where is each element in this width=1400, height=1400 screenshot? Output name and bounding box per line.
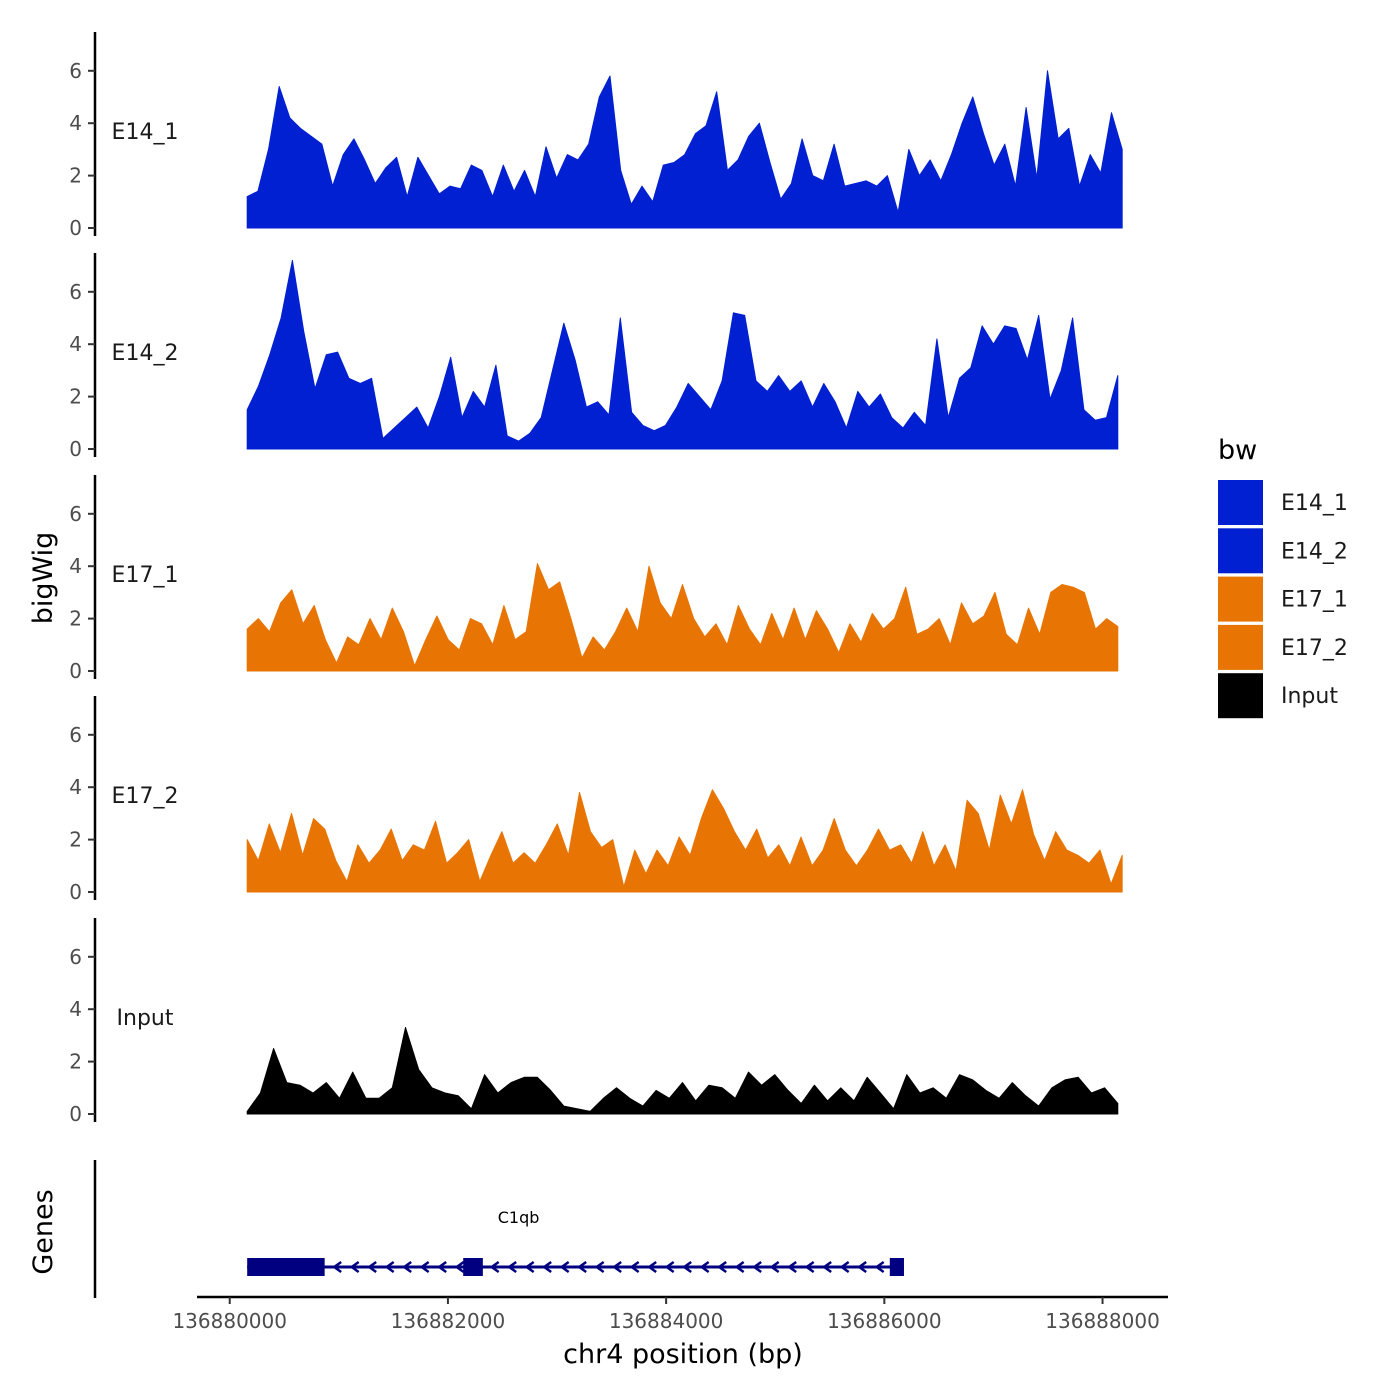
legend-label: E14_1 [1281, 491, 1348, 516]
strand-arrow [647, 1260, 657, 1274]
y-tick-label: 4 [69, 111, 82, 135]
legend-label: E17_2 [1281, 636, 1348, 661]
strand-arrow [489, 1260, 500, 1274]
y-tick-label: 0 [69, 880, 82, 904]
legend-swatch [1218, 624, 1263, 670]
legend-swatch [1218, 528, 1263, 574]
x-tick-label: 136886000 [827, 1309, 942, 1333]
strand-arrow [664, 1260, 675, 1274]
track-e14-2: 0 2 4 6 E14_2 [69, 253, 1119, 461]
track-label: E17_1 [112, 563, 179, 588]
track-input: 0 2 4 6 Input [69, 918, 1119, 1126]
gene-exon [247, 1258, 325, 1276]
strand-arrow [822, 1260, 832, 1274]
strand-arrow [524, 1260, 535, 1274]
y-tick-label: 0 [69, 216, 82, 240]
y-tick-label: 4 [69, 775, 82, 799]
genes-axis-title: Genes [28, 1189, 59, 1274]
y-tick-label: 0 [69, 437, 82, 461]
strand-arrow [612, 1260, 622, 1274]
x-tick-label: 136882000 [391, 1309, 506, 1333]
gene-exon [889, 1258, 904, 1276]
track-label: E14_2 [112, 341, 179, 366]
track-label: Input [117, 1006, 174, 1031]
y-tick-label: 6 [69, 502, 82, 526]
strand-arrow [419, 1260, 430, 1274]
legend-label: E17_1 [1281, 588, 1348, 613]
legend-label: Input [1281, 684, 1338, 709]
legend-swatch [1218, 480, 1263, 525]
strand-arrow [454, 1260, 465, 1274]
track-panels: 0 2 4 6 E14_1 0 2 4 6 E14_2 0 2 4 6 E17_1 0 2 4 6 E17_2 0 2 4 6… [69, 32, 1123, 1126]
y-tick-label: 0 [69, 659, 82, 683]
strand-arrow [437, 1260, 447, 1274]
gene-label: C1qb [498, 1208, 540, 1227]
strand-arrow [349, 1260, 360, 1274]
y-tick-label: 2 [69, 607, 82, 631]
x-axis-title: chr4 position (bp) [563, 1339, 803, 1370]
y-tick-label: 4 [69, 332, 82, 356]
y-tick-label: 6 [69, 723, 82, 747]
strand-arrow [629, 1260, 640, 1274]
x-tick-label: 136888000 [1045, 1309, 1160, 1333]
strand-arrow [769, 1260, 780, 1274]
legend-swatch [1218, 673, 1263, 719]
legend-label: E14_2 [1281, 539, 1348, 564]
strand-arrow [332, 1260, 342, 1274]
legend-swatch [1218, 576, 1263, 622]
strand-arrow [384, 1260, 395, 1274]
y-tick-label: 2 [69, 1050, 82, 1074]
track-e17-2: 0 2 4 6 E17_2 [69, 696, 1123, 904]
y-tick-label: 6 [69, 280, 82, 304]
area-e14-2 [246, 259, 1119, 450]
track-e17-1: 0 2 4 6 E17_1 [69, 475, 1119, 683]
x-tick-label: 136880000 [172, 1309, 287, 1333]
track-e14-1: 0 2 4 6 E14_1 [69, 32, 1123, 240]
legend-title: bw [1218, 435, 1257, 466]
y-tick-label: 4 [69, 554, 82, 578]
strand-arrow [734, 1260, 745, 1274]
strand-arrow [577, 1260, 587, 1274]
strand-arrow [594, 1260, 605, 1274]
strand-arrow [682, 1260, 692, 1274]
y-tick-label: 2 [69, 385, 82, 409]
strand-arrow [839, 1260, 850, 1274]
area-e17-1 [246, 563, 1119, 672]
strand-arrow [752, 1260, 762, 1274]
genes-panel: C1qb [93, 1160, 904, 1298]
strand-arrow [874, 1260, 885, 1274]
x-axis: 136880000 136882000 136884000 136886000 1368… [172, 1295, 1168, 1333]
gene-exon [463, 1258, 483, 1276]
strand-arrow [699, 1260, 710, 1274]
strand-arrow [857, 1260, 867, 1274]
strand-arrow [787, 1260, 797, 1274]
y-axis-title: bigWig [28, 532, 59, 625]
area-e17-2 [246, 789, 1123, 893]
legend: bw E14_1 E14_2 E17_1 E17_2 Input [1218, 435, 1348, 719]
area-e14-1 [246, 70, 1123, 229]
track-label: E17_2 [112, 784, 179, 809]
y-tick-label: 6 [69, 59, 82, 83]
strand-arrow [542, 1260, 552, 1274]
area-input [246, 1027, 1119, 1115]
y-tick-label: 2 [69, 164, 82, 188]
x-tick-label: 136884000 [609, 1309, 724, 1333]
strand-arrow [402, 1260, 412, 1274]
y-tick-label: 2 [69, 828, 82, 852]
y-tick-label: 4 [69, 997, 82, 1021]
strand-arrow [507, 1260, 517, 1274]
strand-arrow [367, 1260, 377, 1274]
y-tick-label: 6 [69, 945, 82, 969]
track-label: E14_1 [112, 120, 179, 145]
y-tick-label: 0 [69, 1102, 82, 1126]
strand-arrow [717, 1260, 727, 1274]
strand-arrow [804, 1260, 815, 1274]
strand-arrow [559, 1260, 570, 1274]
